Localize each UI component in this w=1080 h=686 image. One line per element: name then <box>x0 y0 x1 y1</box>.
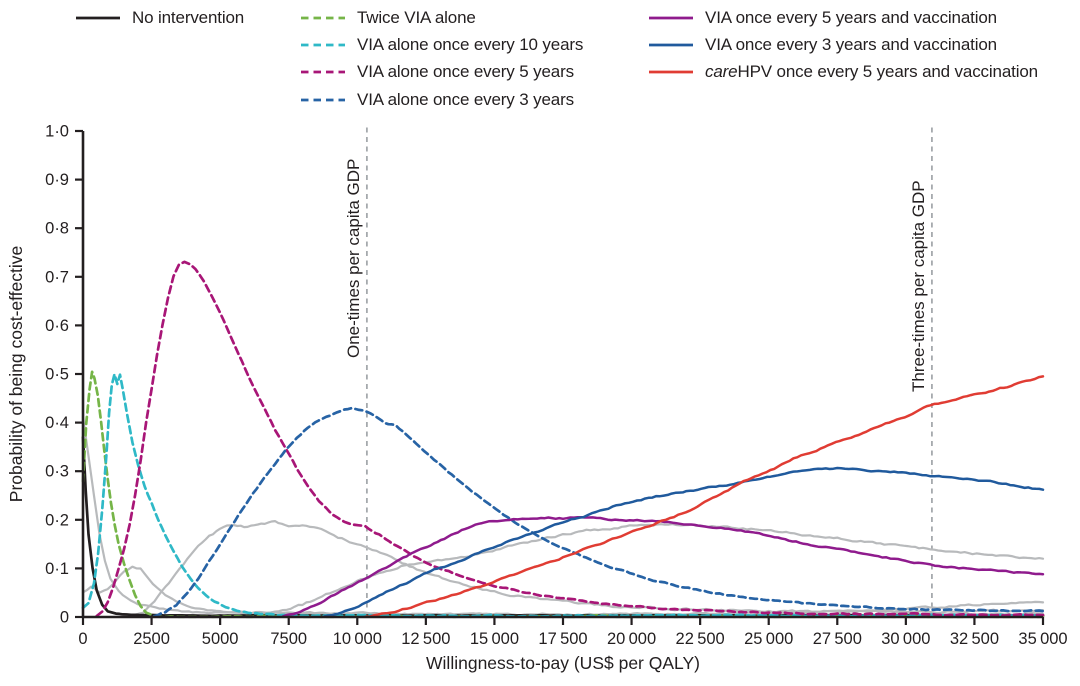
legend-item-twice-via: Twice VIA alone <box>300 4 583 31</box>
legend-label: No intervention <box>132 7 245 27</box>
legend-column-2: Twice VIA alone VIA alone once every 10 y… <box>300 4 583 114</box>
x-tick-label: 7500 <box>270 630 307 648</box>
axes: 0 2500 5000 7500 10 000 12 500 15 000 17 500 20 … <box>45 123 1067 649</box>
legend-label: VIA once every 3 years and vaccination <box>705 35 997 55</box>
x-tick-label: 15 000 <box>470 630 519 648</box>
gdp-reference-label: One-times per capita GDP <box>344 159 363 358</box>
y-tick-label: 0·9 <box>45 171 69 189</box>
x-tick-label: 2500 <box>133 630 170 648</box>
x-tick-label: 10 000 <box>333 630 382 648</box>
legend-item-via-5y-vacc: VIA once every 5 years and vaccination <box>648 4 1038 31</box>
legend-label: VIA alone once every 5 years <box>357 62 574 82</box>
legend: No intervention Twice VIA alone VIA alone … <box>0 0 1080 116</box>
curves <box>81 260 1045 619</box>
legend-label: VIA alone once every 10 years <box>357 35 584 55</box>
x-tick-label: 35 000 <box>1018 630 1067 648</box>
y-tick-label: 0·2 <box>45 511 69 529</box>
legend-item-carehpv-5y-vacc: careHPV once every 5 years and vaccinati… <box>648 59 1038 86</box>
gdp-reference-lines: One-times per capita GDP Three-times per … <box>344 125 933 617</box>
legend-label: VIA once every 5 years and vaccination <box>705 7 997 27</box>
x-tick-label: 5000 <box>202 630 239 648</box>
y-tick-label: 0 <box>60 609 69 627</box>
x-tick-label: 25 000 <box>744 630 793 648</box>
legend-column-3: VIA once every 5 years and vaccination VI… <box>648 4 1038 86</box>
solid-line-swatch-icon <box>649 43 693 47</box>
solid-line-swatch-icon <box>649 71 693 74</box>
legend-item-via-3y-vacc: VIA once every 3 years and vaccination <box>648 31 1038 58</box>
legend-item-via-10y: VIA alone once every 10 years <box>300 31 583 58</box>
x-tick-label: 30 000 <box>881 630 930 648</box>
curve-via-10y <box>81 372 1045 618</box>
dashed-line-swatch-icon <box>301 16 345 20</box>
y-tick-label: 0·5 <box>45 366 69 384</box>
dashed-line-swatch-icon <box>301 43 345 47</box>
gdp-reference-label: Three-times per capita GDP <box>909 180 928 392</box>
y-tick-label: 0·3 <box>45 463 69 481</box>
x-tick-label: 27 500 <box>813 630 862 648</box>
legend-item-via-5y: VIA alone once every 5 years <box>300 59 583 86</box>
curve-twice-via <box>81 370 1045 619</box>
y-tick-label: 0·1 <box>45 560 69 578</box>
legend-label: VIA alone once every 3 years <box>357 89 574 109</box>
y-tick-label: 0·8 <box>45 220 69 238</box>
curve-carehpv-5y-vacc <box>364 375 1045 618</box>
dashed-line-swatch-icon <box>301 71 345 74</box>
y-tick-label: 0·4 <box>45 414 69 432</box>
legend-item-via-3y: VIA alone once every 3 years <box>300 86 583 113</box>
curve-via-5y <box>95 260 1045 618</box>
x-tick-label: 17 500 <box>538 630 587 648</box>
x-tick-label: 12 500 <box>401 630 450 648</box>
y-tick-label: 0·7 <box>45 268 69 286</box>
legend-column-1: No intervention <box>75 4 244 31</box>
solid-line-swatch-icon <box>649 16 693 20</box>
y-tick-label: 0·6 <box>45 317 69 335</box>
x-axis-title: Willingness-to-pay (US$ per QALY) <box>426 653 700 673</box>
dashed-line-swatch-icon <box>301 98 345 102</box>
x-tick-label: 0 <box>78 630 87 648</box>
solid-line-swatch-icon <box>76 16 120 20</box>
curve-via-5y-vacc <box>281 515 1045 618</box>
x-tick-label: 20 000 <box>607 630 656 648</box>
x-tick-label: 22 500 <box>676 630 725 648</box>
curve-via-3y-vacc <box>323 466 1045 618</box>
x-tick-label: 32 500 <box>950 630 999 648</box>
legend-label: careHPV once every 5 years and vaccinati… <box>705 62 1038 82</box>
curve-gray-1 <box>81 416 1045 617</box>
curve-gray-4 <box>246 522 1045 618</box>
curve-gray-3 <box>131 519 1045 618</box>
legend-item-no-intervention: No intervention <box>75 4 244 31</box>
curve-via-3y <box>152 406 1045 618</box>
y-tick-label: 1·0 <box>45 123 69 141</box>
legend-label: Twice VIA alone <box>357 7 476 27</box>
y-axis-title: Probability of being cost-effective <box>6 246 26 502</box>
